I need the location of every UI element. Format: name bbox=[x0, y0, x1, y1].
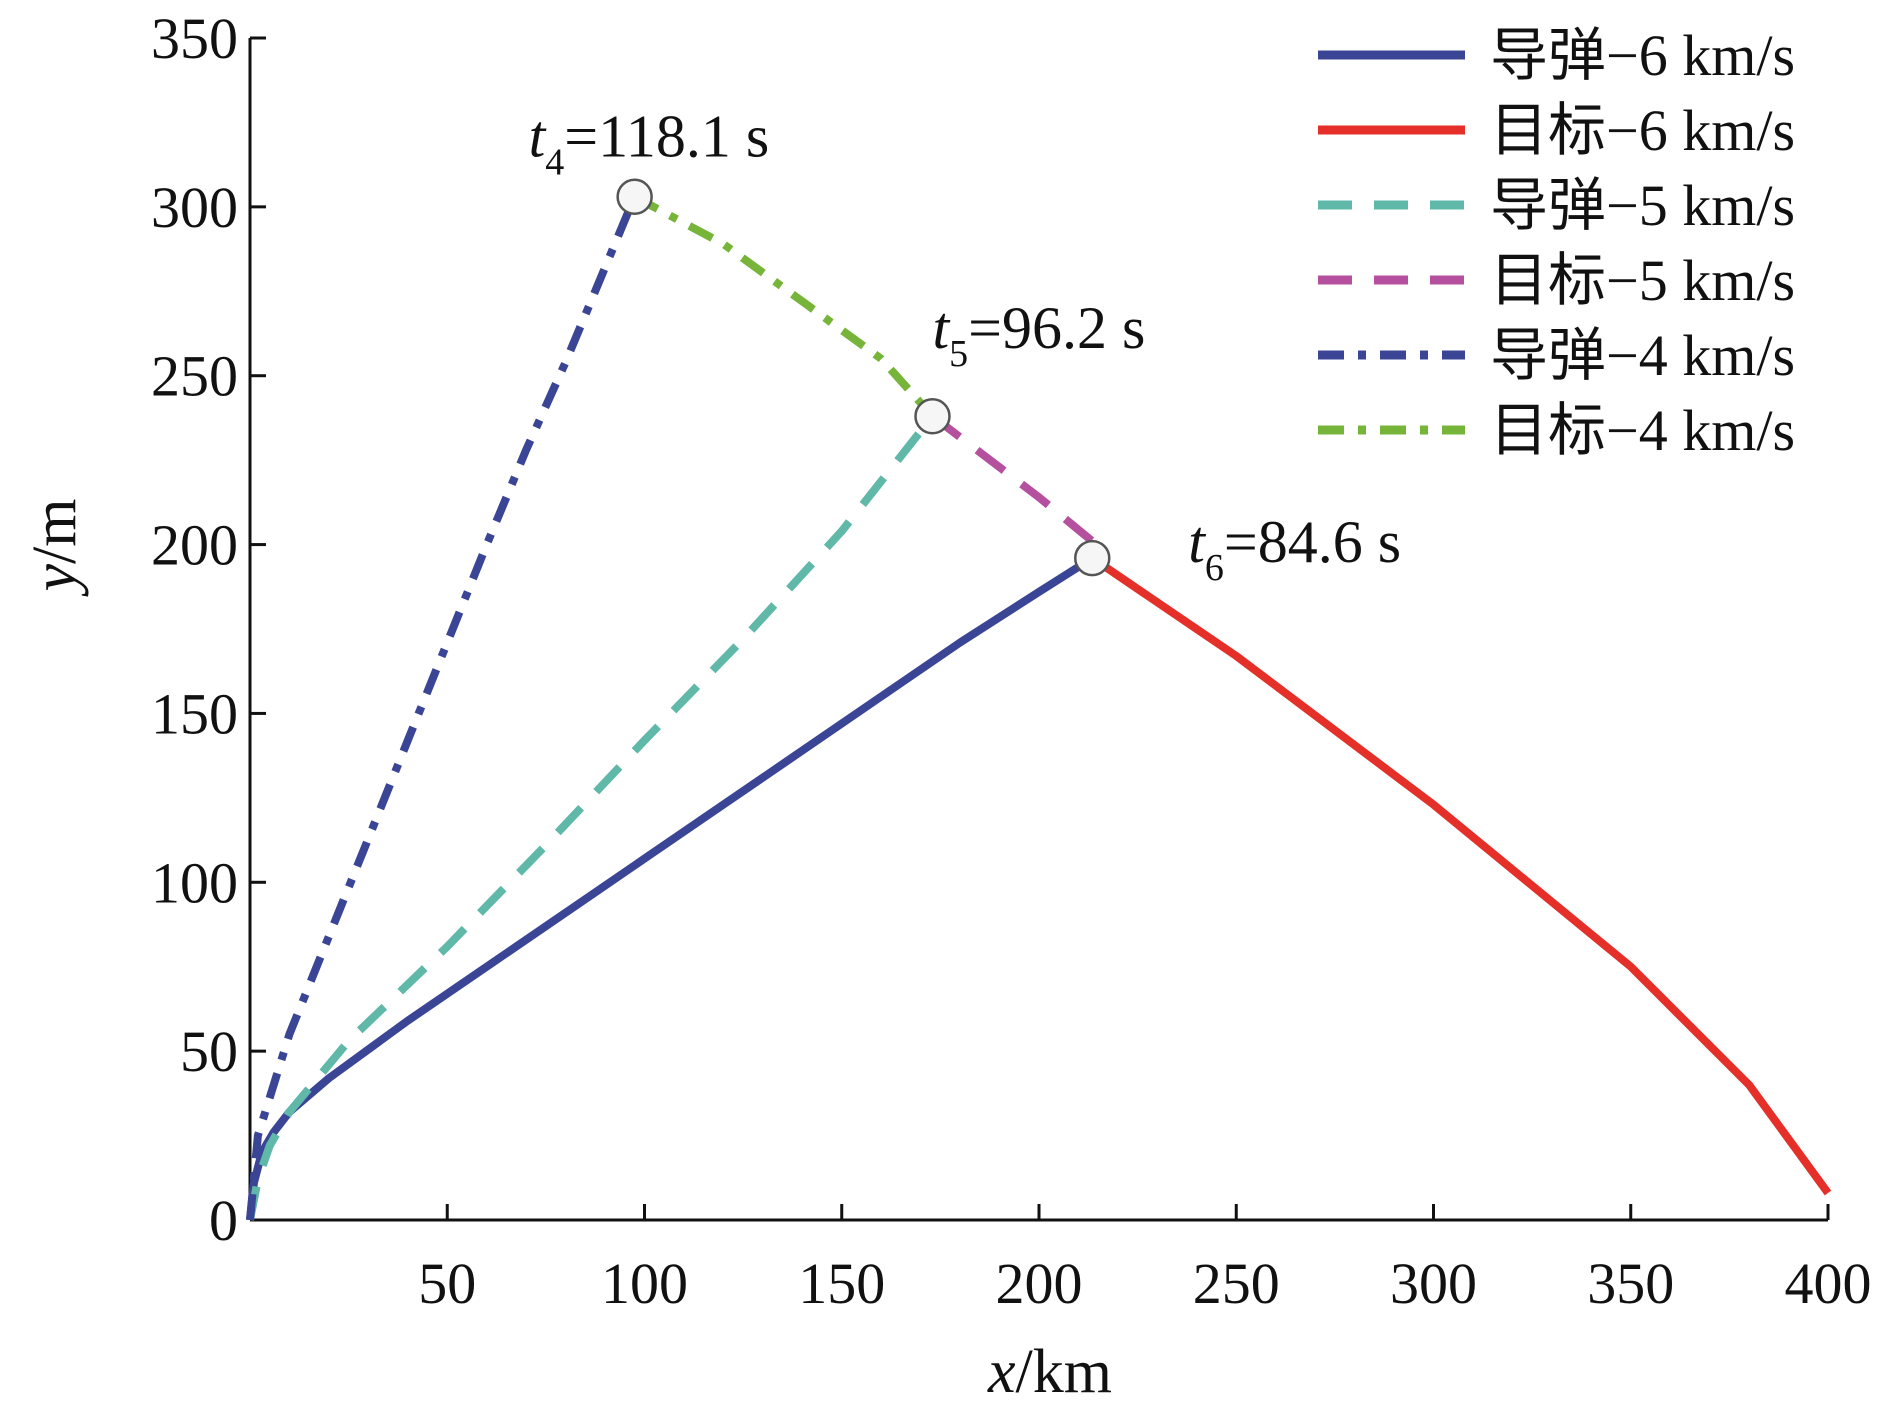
x-tick-label: 250 bbox=[1193, 1251, 1280, 1316]
x-tick-label: 150 bbox=[798, 1251, 885, 1316]
series-line-1 bbox=[246, 554, 1095, 1221]
y-axis-label: y/m bbox=[21, 499, 89, 598]
x-tick-label: 200 bbox=[996, 1251, 1083, 1316]
series-line-6 bbox=[632, 193, 936, 419]
series-line-4 bbox=[930, 413, 1095, 545]
marker-annotation: t4=118.1 s bbox=[529, 104, 770, 184]
x-tick-label: 350 bbox=[1587, 1251, 1674, 1316]
x-tick-label: 100 bbox=[601, 1251, 688, 1316]
intersection-marker bbox=[914, 397, 951, 435]
y-tick-label: 100 bbox=[151, 850, 238, 915]
marker-annotation: t6=84.6 s bbox=[1188, 509, 1401, 589]
series-line-3 bbox=[246, 413, 936, 1221]
legend-label-3: 导弹−5 km/s bbox=[1490, 173, 1795, 238]
legend-label-2: 目标−6 km/s bbox=[1490, 98, 1795, 163]
intersection-marker bbox=[1074, 539, 1111, 577]
y-tick-label: 200 bbox=[151, 513, 238, 578]
series-line-2 bbox=[1090, 554, 1832, 1196]
y-tick-label: 150 bbox=[151, 681, 238, 746]
series-line-5 bbox=[246, 195, 639, 1221]
series-layer bbox=[246, 193, 1832, 1221]
marker-layer: t4=118.1 s t5=96.2 s t6=84.6 s bbox=[529, 104, 1401, 589]
y-tick-label: 0 bbox=[209, 1188, 238, 1253]
intersection-marker bbox=[616, 178, 653, 215]
marker-annotation: t5=96.2 s bbox=[932, 295, 1145, 375]
y-tick-label: 350 bbox=[151, 6, 238, 71]
legend: 导弹−6 km/s 目标−6 km/s 导弹−5 km/s 目标−5 km/s 导弹−4… bbox=[1318, 23, 1795, 463]
y-tick-label: 300 bbox=[151, 175, 238, 240]
legend-label-1: 导弹−6 km/s bbox=[1490, 23, 1795, 88]
legend-label-5: 导弹−4 km/s bbox=[1490, 323, 1795, 388]
axes: 50 100 150 200 250 300 350 400 0 50 100 150 200 250 30… bbox=[151, 6, 1872, 1316]
legend-label-4: 目标−5 km/s bbox=[1490, 248, 1795, 313]
x-axis-label: x/km bbox=[987, 1338, 1112, 1402]
x-tick-label: 50 bbox=[418, 1251, 476, 1316]
x-tick-label: 300 bbox=[1390, 1251, 1477, 1316]
x-tick-label: 400 bbox=[1785, 1251, 1872, 1316]
y-tick-label: 250 bbox=[151, 344, 238, 409]
y-tick-label: 50 bbox=[180, 1019, 238, 1084]
legend-label-6: 目标−4 km/s bbox=[1490, 398, 1795, 463]
